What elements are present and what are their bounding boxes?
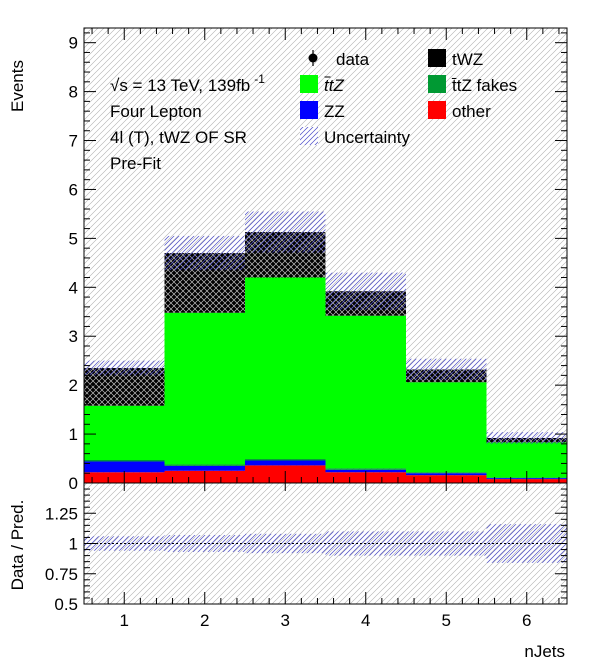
ratio-y-axis-title: Data / Pred. <box>8 500 27 591</box>
uncertainty-band-5 <box>406 358 487 381</box>
legend-label-twz: tWZ <box>452 50 483 69</box>
legend-label-uncertainty: Uncertainty <box>324 128 410 147</box>
uncertainty-band-1 <box>84 360 165 376</box>
main-y-tick-label: 2 <box>69 376 78 395</box>
ratio-y-tick-label: 0.5 <box>54 595 78 614</box>
x-tick-label: 6 <box>522 611 531 630</box>
legend-swatch-ttz <box>300 75 318 93</box>
legend-label-other: other <box>452 102 491 121</box>
legend-entry-twz: tWZ <box>428 49 483 69</box>
x-tick-label: 3 <box>281 611 290 630</box>
ratio-y-tick-label: 0.75 <box>45 565 78 584</box>
main-y-tick-label: 6 <box>69 180 78 199</box>
main-x-ticks <box>91 28 560 483</box>
legend-label-zz: ZZ <box>324 102 345 121</box>
legend-entry-other: other <box>428 101 491 121</box>
main-y-ticks: 0 1 2 3 4 5 6 7 8 9 <box>69 32 567 493</box>
info-block: √s = 13 TeV, 139fb -1 Four Lepton 4l (T),… <box>110 72 265 173</box>
legend-entry-data: data <box>308 50 370 69</box>
ratio-x-ticks: 1 2 3 4 5 6 <box>91 483 560 630</box>
legend: data tWZ ttZ t̄tZ fakes ZZ other Uncerta… <box>300 49 517 147</box>
main-y-tick-label: 0 <box>69 474 78 493</box>
x-tick-label: 2 <box>200 611 209 630</box>
legend-entry-ttz-fakes: t̄tZ fakes <box>428 75 517 95</box>
bar-zz-1 <box>84 461 165 473</box>
bar-t-tz-fakes-3 <box>245 459 326 461</box>
ratio-uncertainty-band-6 <box>486 524 567 563</box>
legend-entry-zz: ZZ <box>300 101 345 121</box>
bar-zz-2 <box>164 465 245 471</box>
info-line-fit: Pre-Fit <box>110 154 161 173</box>
legend-label-data: data <box>336 50 370 69</box>
main-y-tick-label: 3 <box>69 327 78 346</box>
legend-swatch-uncertainty <box>300 127 318 145</box>
legend-entry-ttz: ttZ <box>300 75 344 95</box>
main-y-axis-title: Events <box>8 60 27 112</box>
bar-ttz-2 <box>164 312 245 465</box>
bar-ttz-5 <box>406 382 487 473</box>
ratio-y-ticks: 0.5 0.75 1 1.25 <box>45 488 567 614</box>
main-y-tick-label: 1 <box>69 425 78 444</box>
main-panel: 0 1 2 3 4 5 6 7 8 9 Events <box>8 27 568 493</box>
ratio-y-tick-label: 1.25 <box>45 504 78 523</box>
uncertainty-band-2 <box>164 235 245 271</box>
info-line-energy: √s = 13 TeV, 139fb -1 <box>110 72 265 95</box>
uncertainty-band-6 <box>486 432 567 444</box>
bar-t-tz-fakes-2 <box>164 464 245 466</box>
x-axis-title: nJets <box>524 642 565 661</box>
main-y-tick-label: 4 <box>69 278 78 297</box>
bar-ttz-3 <box>245 277 326 460</box>
bar-ttz-4 <box>325 315 406 469</box>
main-y-tick-label: 5 <box>69 229 78 248</box>
bar-ttz-1 <box>84 405 165 461</box>
info-superscript: -1 <box>254 72 265 86</box>
bar-zz-3 <box>245 460 326 466</box>
uncertainty-bands <box>84 211 567 444</box>
legend-label-ttz-fakes: t̄tZ fakes <box>451 76 517 95</box>
legend-swatch-zz <box>300 101 318 119</box>
ratio-uncertainty-band-5 <box>406 531 487 556</box>
info-line-region: 4l (T), tWZ OF SR <box>110 128 247 147</box>
legend-swatch-other <box>428 101 446 119</box>
main-y-tick-label: 8 <box>69 83 78 102</box>
legend-swatch-ttz-fakes <box>428 75 446 93</box>
ratio-y-tick-label: 1 <box>69 535 78 554</box>
main-y-tick-label: 7 <box>69 132 78 151</box>
legend-label-ttz: ttZ <box>324 76 344 95</box>
x-tick-label: 1 <box>120 611 129 630</box>
legend-marker-data <box>308 53 318 63</box>
main-y-tick-label: 9 <box>69 34 78 53</box>
bar-t-tz-fakes-1 <box>84 460 165 462</box>
uncertainty-band-4 <box>325 272 406 310</box>
legend-swatch-twz <box>428 49 446 67</box>
info-line-channel: Four Lepton <box>110 102 202 121</box>
x-tick-label: 4 <box>361 611 370 630</box>
ratio-panel: 0.5 0.75 1 1.25 1 2 3 4 5 6 Data / Pred. nJets <box>8 482 568 661</box>
bar-t-tz-fakes-4 <box>325 468 406 470</box>
uncertainty-band-3 <box>245 211 326 253</box>
legend-entry-uncertainty: Uncertainty <box>300 127 410 147</box>
x-tick-label: 5 <box>442 611 451 630</box>
